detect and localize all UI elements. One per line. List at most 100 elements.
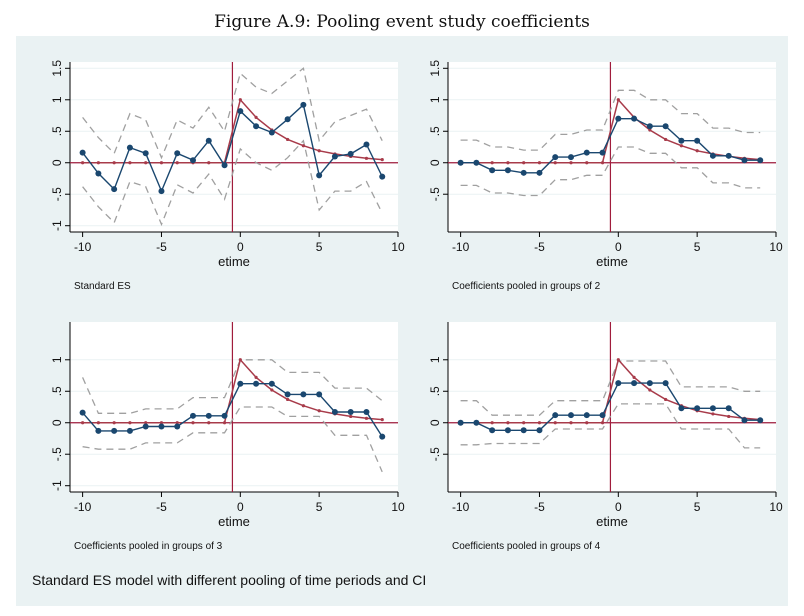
estimate-point: [709, 405, 716, 412]
estimate-point: [678, 137, 685, 144]
true-effect-point: [648, 388, 652, 392]
estimate-point: [79, 409, 86, 416]
estimate-point: [631, 380, 638, 387]
true-effect-point: [490, 421, 494, 425]
y-tick-label: 0: [428, 159, 442, 166]
estimate-point: [205, 137, 212, 144]
estimate-point: [615, 380, 622, 387]
x-tick-label: 5: [316, 240, 323, 254]
subtitle-panel-2: Coefficients pooled in groups of 2: [452, 281, 601, 292]
x-tick-label: -10: [452, 500, 470, 514]
ci-lower-line: [460, 146, 761, 197]
y-tick-label: .5: [428, 126, 442, 136]
estimate-point: [142, 150, 149, 157]
estimate-point: [757, 157, 764, 164]
estimate-point: [347, 409, 354, 416]
estimate-point: [284, 391, 291, 398]
true-effect-point: [380, 157, 384, 162]
x-tick-label: 10: [769, 240, 783, 254]
estimate-point: [678, 405, 685, 412]
estimate-point: [646, 380, 653, 387]
figure-note: Standard ES model with different pooling…: [32, 572, 427, 588]
estimate-point: [725, 405, 732, 412]
true-effect-point: [616, 98, 620, 102]
estimate-point: [694, 137, 701, 144]
chart-panel-1: -1 -.5 0 .5 1 1.5 -10 -5 0 5 10 etime: [50, 60, 405, 269]
true-effect-point: [648, 128, 652, 132]
estimate-point: [599, 412, 606, 419]
estimate-point: [725, 152, 732, 159]
x-tick-label: -10: [452, 240, 470, 254]
estimate-point: [268, 380, 275, 387]
true-effect-point: [175, 161, 179, 165]
subtitle-panel-1: Standard ES: [74, 281, 131, 292]
true-effect-line: [460, 358, 761, 424]
true-effect-point: [159, 161, 164, 165]
x-tick-label: 10: [391, 500, 405, 514]
x-tick-label: 0: [615, 240, 622, 254]
true-effect-point: [711, 412, 715, 416]
estimate-point: [316, 391, 323, 398]
plot-area: [70, 62, 398, 232]
chart-panel-4: -.5 0 .5 1 -10 -5 0 5 10 etime: [428, 322, 783, 529]
estimate-point: [457, 419, 464, 426]
true-effect-point: [364, 156, 369, 160]
estimate-point: [741, 157, 748, 164]
y-tick-label: .5: [50, 386, 64, 396]
true-effect-point: [537, 161, 542, 165]
estimate-point: [473, 159, 480, 166]
estimate-point: [615, 115, 622, 122]
estimate-point: [174, 150, 181, 157]
true-effect-point: [301, 144, 305, 148]
true-effect-point: [270, 388, 274, 392]
true-effect-point: [112, 161, 116, 165]
true-effect-point: [286, 397, 290, 402]
estimate-point: [237, 108, 244, 115]
estimate-point: [316, 172, 323, 179]
true-effect-point: [664, 397, 668, 402]
y-tick-label: -.5: [50, 187, 64, 201]
estimate-point: [253, 123, 260, 130]
estimate-point: [379, 433, 386, 440]
plot-area: [70, 322, 398, 492]
subtitle-panel-4: Coefficients pooled in groups of 4: [452, 541, 601, 552]
true-effect-point: [144, 421, 148, 425]
true-effect-point: [207, 161, 211, 165]
plot-area: [448, 62, 776, 232]
estimate-point: [489, 427, 496, 434]
y-tick-label: -.5: [428, 447, 442, 461]
y-tick-label: -.5: [50, 447, 64, 461]
estimate-point: [126, 427, 133, 434]
page-footer-area: [16, 606, 788, 616]
true-effect-point: [81, 421, 85, 425]
x-axis-title: etime: [596, 514, 628, 529]
estimate-point: [221, 412, 228, 419]
true-effect-point: [128, 161, 132, 165]
estimate-point: [158, 423, 165, 430]
chart-panel-2: -.5 0 .5 1 1.5 -10 -5 0 5 10 etime: [428, 60, 783, 269]
y-tick-label: -.5: [428, 187, 442, 201]
true-effect-point: [600, 421, 605, 425]
true-effect-point: [254, 115, 258, 120]
true-effect-point: [585, 421, 589, 425]
estimate-point: [174, 423, 181, 430]
true-effect-point: [81, 161, 85, 165]
true-effect-point: [616, 358, 620, 362]
true-effect-point: [380, 417, 384, 422]
x-axis-title: etime: [218, 514, 250, 529]
true-effect-point: [175, 421, 179, 425]
true-effect-point: [128, 421, 132, 425]
true-effect-point: [490, 161, 494, 165]
true-effect-point: [207, 421, 211, 425]
estimate-point: [489, 167, 496, 174]
true-effect-point: [238, 358, 242, 362]
y-tick-label: 0: [428, 419, 442, 426]
estimate-point: [552, 154, 559, 161]
x-axis-title: etime: [596, 254, 628, 269]
x-axis-title: etime: [218, 254, 250, 269]
true-effect-point: [191, 421, 195, 425]
estimate-point: [237, 380, 244, 387]
estimate-point: [253, 380, 260, 387]
x-tick-label: -10: [74, 240, 92, 254]
estimate-point: [300, 101, 307, 108]
